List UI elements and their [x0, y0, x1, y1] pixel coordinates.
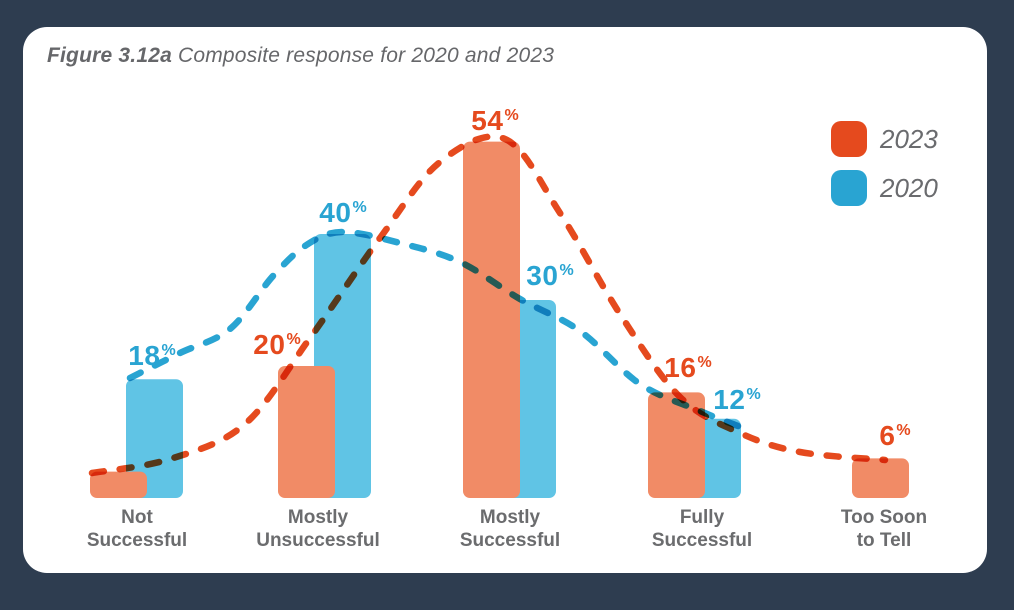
- legend-swatch-2023: [831, 121, 867, 157]
- chart-legend: 2023 2020: [831, 121, 938, 219]
- bar-2023-mostly-unsuccessful: [278, 366, 335, 498]
- legend-item-2023: 2023: [831, 121, 938, 157]
- bar-2023-fully-successful: [648, 392, 705, 498]
- bar-2023-too-soon-to-tell: [852, 458, 909, 498]
- figure-number: Figure 3.12a: [47, 44, 172, 67]
- legend-label: 2023: [880, 123, 938, 154]
- legend-swatch-2020: [831, 170, 867, 206]
- trend-curve-2023: [88, 133, 889, 477]
- figure-subtitle: Composite response for 2020 and 2023: [177, 44, 555, 67]
- bar-2023-not-successful: [90, 471, 147, 498]
- figure-title: Figure 3.12a Composite response for 2020 …: [47, 44, 554, 68]
- trend-curve-2020: [126, 228, 742, 430]
- legend-item-2020: 2020: [831, 170, 938, 206]
- legend-label: 2020: [880, 172, 938, 203]
- bar-2023-mostly-successful: [463, 141, 520, 498]
- bar-2020-not-successful: [126, 379, 183, 498]
